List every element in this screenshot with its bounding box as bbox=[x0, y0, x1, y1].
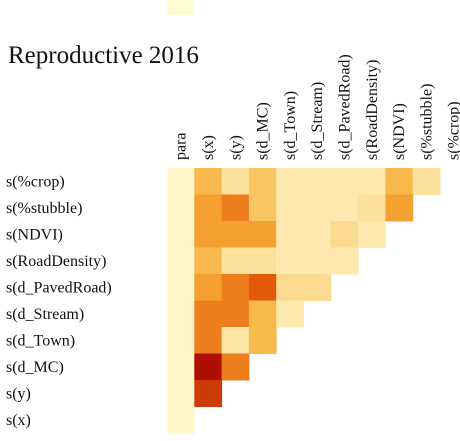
heat-cell bbox=[303, 221, 332, 248]
row-label: s(y) bbox=[6, 385, 31, 402]
heat-cell bbox=[276, 300, 304, 328]
heat-cell bbox=[167, 194, 195, 222]
heat-cell bbox=[303, 194, 332, 222]
heat-cell bbox=[221, 327, 250, 354]
heat-cell bbox=[276, 168, 304, 195]
heat-cell bbox=[385, 194, 414, 222]
heat-cell bbox=[221, 300, 250, 328]
column-label: s(NDVI) bbox=[391, 103, 408, 160]
heat-cell bbox=[412, 168, 441, 195]
heat-cell bbox=[221, 353, 250, 381]
heat-cell bbox=[221, 221, 250, 248]
heat-cell bbox=[330, 247, 359, 275]
heat-cell bbox=[194, 247, 223, 275]
row-label: s(d_Town) bbox=[6, 332, 75, 349]
column-label: s(x) bbox=[200, 135, 217, 160]
heat-cell bbox=[303, 247, 332, 275]
heat-cell bbox=[167, 380, 195, 407]
heat-cell bbox=[194, 327, 223, 354]
heat-cell bbox=[358, 168, 386, 195]
heat-cell bbox=[194, 380, 223, 407]
heat-cell bbox=[167, 274, 195, 301]
heat-cell bbox=[194, 194, 223, 222]
heat-cell bbox=[248, 168, 277, 195]
heat-cell bbox=[194, 221, 223, 248]
legend-swatch bbox=[167, 0, 193, 15]
heat-cell bbox=[385, 168, 414, 195]
row-label: s(%crop) bbox=[6, 173, 65, 190]
heat-cell bbox=[330, 194, 359, 222]
column-label: s(y) bbox=[227, 135, 244, 160]
chart-title: Reproductive 2016 bbox=[8, 42, 199, 69]
heat-cell bbox=[167, 406, 195, 434]
row-label: s(RoadDensity) bbox=[6, 253, 106, 270]
heat-cell bbox=[248, 274, 277, 301]
heat-cell bbox=[167, 221, 195, 248]
heat-cell bbox=[167, 327, 195, 354]
column-label: s(%stubble) bbox=[418, 84, 435, 160]
heat-cell bbox=[330, 221, 359, 248]
column-label: para bbox=[173, 132, 190, 160]
heat-cell bbox=[221, 247, 250, 275]
heat-cell bbox=[194, 300, 223, 328]
heat-cell bbox=[167, 247, 195, 275]
heat-cell bbox=[221, 194, 250, 222]
row-label: s(NDVI) bbox=[6, 226, 63, 243]
heat-cell bbox=[248, 194, 277, 222]
column-label: s(d_Town) bbox=[282, 91, 299, 160]
heat-cell bbox=[276, 247, 304, 275]
heat-cell bbox=[276, 194, 304, 222]
heat-cell bbox=[276, 221, 304, 248]
heat-cell bbox=[303, 168, 332, 195]
heat-cell bbox=[248, 327, 277, 354]
heat-cell bbox=[330, 168, 359, 195]
heat-cell bbox=[221, 274, 250, 301]
heat-cell bbox=[248, 300, 277, 328]
heat-cell bbox=[221, 168, 250, 195]
heat-cell bbox=[276, 274, 304, 301]
heat-cell bbox=[194, 168, 223, 195]
row-label: s(d_PavedRoad) bbox=[6, 279, 112, 296]
heat-cell bbox=[303, 274, 332, 301]
heat-cell bbox=[167, 300, 195, 328]
column-label: s(%crop) bbox=[446, 101, 460, 160]
heat-cell bbox=[248, 221, 277, 248]
row-label: s(x) bbox=[6, 412, 31, 429]
row-label: s(%stubble) bbox=[6, 200, 82, 217]
heat-cell bbox=[194, 274, 223, 301]
row-label: s(d_MC) bbox=[6, 359, 64, 376]
column-label: s(d_PavedRoad) bbox=[336, 54, 353, 160]
column-label: s(d_Stream) bbox=[309, 82, 326, 160]
heat-cell bbox=[167, 353, 195, 381]
heat-cell bbox=[358, 194, 386, 222]
heat-cell bbox=[358, 221, 386, 248]
heat-cell bbox=[194, 353, 223, 381]
column-label: s(d_MC) bbox=[255, 102, 272, 160]
column-label: s(RoadDensity) bbox=[364, 60, 381, 160]
heat-cell bbox=[167, 168, 195, 195]
row-label: s(d_Stream) bbox=[6, 306, 84, 323]
heat-cell bbox=[248, 247, 277, 275]
